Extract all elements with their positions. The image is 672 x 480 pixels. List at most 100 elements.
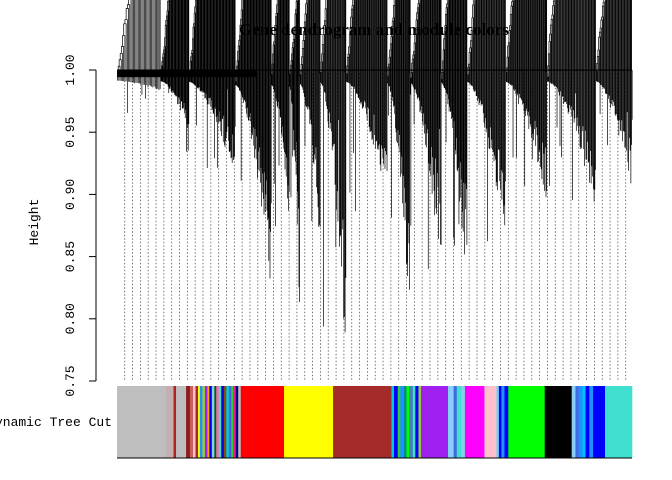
dendrogram-link xyxy=(343,0,345,319)
dendrogram-link xyxy=(561,0,562,158)
dendrogram-link xyxy=(449,0,451,113)
dendrogram-link xyxy=(517,0,519,96)
dendrogram-link xyxy=(559,0,561,146)
module-color-segment xyxy=(415,386,419,458)
dendrogram-link xyxy=(345,0,347,278)
module-color-segment xyxy=(496,386,500,458)
dendrogram-link xyxy=(319,0,321,227)
branch-cluster xyxy=(387,0,411,290)
dendrogram-link xyxy=(420,0,421,111)
dendrogram-link xyxy=(333,0,335,145)
y-tick-label: 0.90 xyxy=(63,179,78,210)
module-color-segment xyxy=(216,386,220,458)
dendrogram-link xyxy=(309,0,311,124)
dendrogram-link xyxy=(407,0,409,277)
dendrogram-link xyxy=(400,0,401,177)
dendrogram-link xyxy=(462,0,463,212)
dendrogram-link xyxy=(518,0,520,94)
dendrogram-link xyxy=(340,0,342,236)
dendrogram-link xyxy=(428,0,430,164)
branch-cluster xyxy=(160,0,190,152)
dendrogram-link xyxy=(243,0,244,103)
dendrogram-link xyxy=(355,0,357,95)
module-color-segment xyxy=(453,386,458,458)
dendrogram-link xyxy=(142,0,144,85)
dendrogram-link xyxy=(137,0,139,84)
dendrogram-link xyxy=(172,0,174,94)
dendrogram-link xyxy=(483,0,485,123)
dendrogram-link xyxy=(560,0,562,92)
dendrogram-link xyxy=(397,0,398,144)
dendrogram-link xyxy=(611,0,613,101)
branch-cluster xyxy=(505,0,548,198)
dendrogram-link xyxy=(246,0,248,118)
dendrogram-link xyxy=(436,0,437,214)
module-color-segment xyxy=(333,386,392,458)
module-color-segment xyxy=(420,386,449,458)
dendrogram-link xyxy=(481,0,483,104)
module-color-segment xyxy=(589,386,594,458)
dendrogram-link xyxy=(169,0,171,89)
module-color-segment xyxy=(501,386,505,458)
module-color-segment xyxy=(418,386,422,458)
dendrogram-link xyxy=(310,0,312,125)
branch-cluster xyxy=(235,0,272,279)
dendrogram-link xyxy=(202,0,204,93)
module-color-segment xyxy=(447,386,454,458)
dendrogram-link xyxy=(603,0,606,94)
dendrogram-link xyxy=(287,0,288,199)
dendrogram-link xyxy=(410,77,412,226)
dendrogram-link xyxy=(427,0,429,269)
dendrogram-link xyxy=(316,0,318,194)
dendrogram-link xyxy=(460,0,462,198)
dendrogram-link xyxy=(281,0,283,137)
dendrogram-link xyxy=(199,0,200,88)
dendrogram-link xyxy=(423,0,425,114)
dendrogram-link xyxy=(318,0,320,227)
dendrogram-link xyxy=(243,0,245,100)
dendrogram-link xyxy=(402,0,404,176)
module-color-segment xyxy=(195,386,199,458)
dendrogram-link xyxy=(131,0,133,83)
module-color-segment xyxy=(240,386,285,458)
module-color-segment xyxy=(176,386,187,458)
dendrogram-link xyxy=(354,0,356,89)
dendrogram-link xyxy=(341,0,342,267)
dendrogram-link xyxy=(431,0,433,194)
module-color-segment xyxy=(238,386,242,458)
dendrogram-link xyxy=(515,0,517,95)
module-color-segment xyxy=(393,386,399,458)
dendrogram-link xyxy=(614,0,616,115)
dendrogram-link xyxy=(133,0,134,83)
dendrogram-link xyxy=(462,0,464,232)
dendrogram-link xyxy=(336,0,337,210)
dendrogram-link xyxy=(355,0,356,212)
module-color-segment xyxy=(117,386,167,458)
dense-merge-band xyxy=(117,70,257,78)
dendrogram-link xyxy=(563,0,565,105)
dendrogram-link xyxy=(136,0,138,83)
module-color-segment xyxy=(504,386,509,458)
dendrogram-link xyxy=(250,0,252,122)
dendrogram-link xyxy=(282,0,284,143)
dendrogram-link xyxy=(514,0,516,90)
dendrogram-link xyxy=(283,0,285,149)
branch-cluster xyxy=(189,0,236,169)
dendrogram-link xyxy=(557,0,559,89)
dendrogram-link xyxy=(279,0,280,110)
dendrogram-link xyxy=(477,0,479,99)
module-color-segment xyxy=(406,386,410,458)
module-color-segment xyxy=(209,386,213,458)
dendrogram-link xyxy=(511,0,515,90)
dendrogram-link xyxy=(612,0,614,107)
dendrogram-link xyxy=(280,0,282,118)
branch-cluster xyxy=(595,0,632,184)
dendrogram-link xyxy=(241,0,244,98)
y-tick-label: 0.80 xyxy=(63,303,78,334)
dendrogram-link xyxy=(475,0,476,91)
dendrogram-link xyxy=(308,0,310,110)
module-color-segment xyxy=(544,386,573,458)
dendrogram-link xyxy=(418,0,421,113)
branch-cluster xyxy=(289,0,300,302)
dendrogram-link xyxy=(480,0,481,101)
